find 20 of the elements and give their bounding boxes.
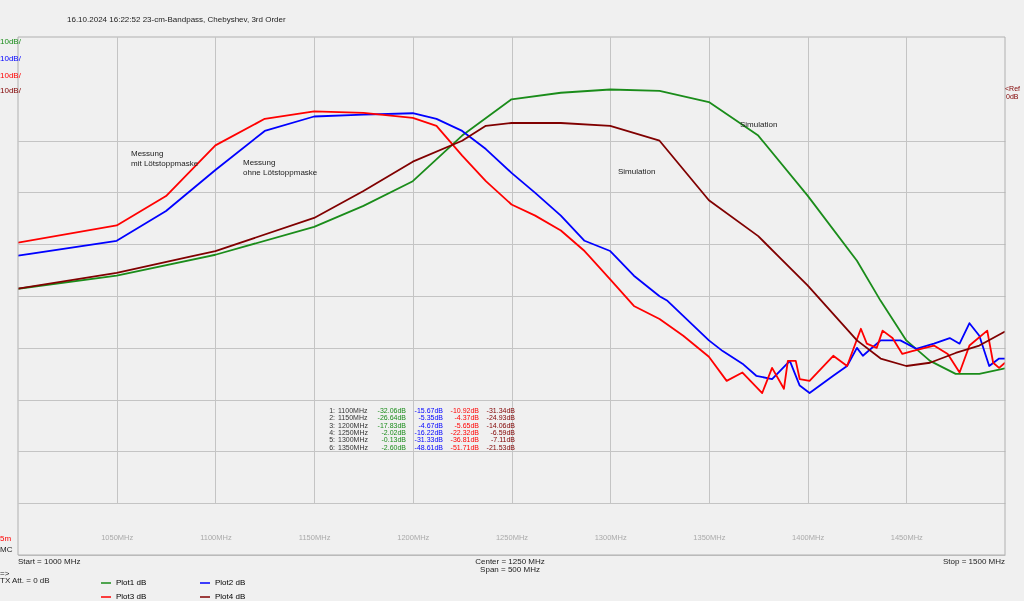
text: Span = 500 MHz [480, 565, 540, 574]
text: 5m [0, 534, 12, 543]
text: => [0, 569, 10, 578]
text: 10dB/ [0, 71, 22, 80]
annotation: Messung mit Lötstoppmaske [131, 149, 199, 168]
legend-label: Plot4 dB [215, 592, 246, 601]
chart-title: 16.10.2024 16:22:52 23-cm-Bandpass, Chebyshev, 3rd Order [67, 14, 286, 24]
legend-label: Plot3 dB [116, 592, 147, 601]
annotation: Messung ohne Lötstoppmaske [243, 158, 318, 177]
text: MC [0, 545, 13, 554]
annotation: 10dB/ [0, 86, 22, 95]
text: TX Att. = 0 dB [0, 576, 50, 585]
text: Center = 1250 MHz [475, 557, 545, 566]
legend-label: Plot1 dB [116, 578, 147, 587]
text: 10dB/ [0, 54, 22, 63]
legend-label: Plot2 dB [215, 578, 246, 587]
text: Stop = 1500 MHz [942, 557, 1005, 566]
text: Start = 1000 MHz [18, 557, 81, 566]
text: 10dB/ [0, 37, 22, 46]
annotation: Simulation [618, 167, 656, 176]
